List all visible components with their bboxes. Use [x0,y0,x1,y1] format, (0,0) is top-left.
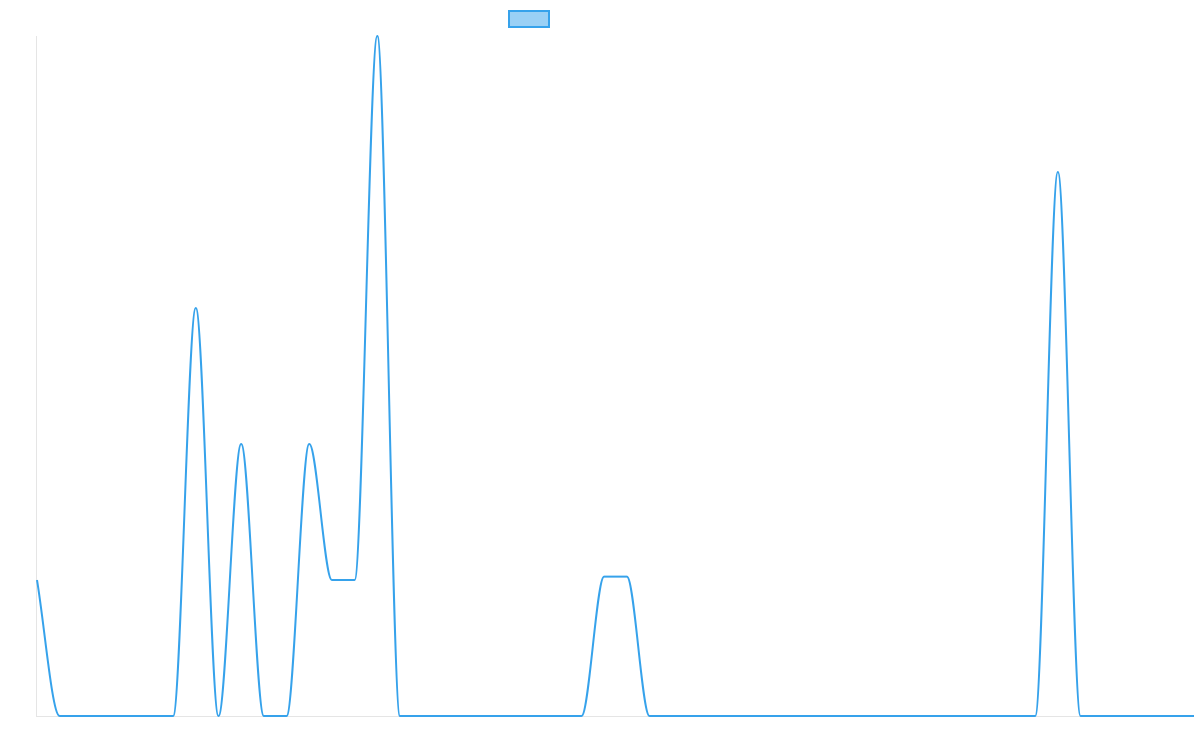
data-point-0-5[interactable] [147,713,153,719]
data-point-0-19[interactable] [465,713,471,719]
data-point-0-32[interactable] [760,713,766,719]
data-point-0-2[interactable] [79,713,85,719]
data-point-0-39[interactable] [919,713,925,719]
data-point-0-33[interactable] [783,713,789,719]
data-point-0-9[interactable] [238,441,244,447]
data-point-0-23[interactable] [556,713,562,719]
data-point-0-51[interactable] [1191,713,1197,719]
data-point-0-7[interactable] [193,305,199,311]
data-point-0-8[interactable] [215,713,221,719]
data-point-0-34[interactable] [805,713,811,719]
data-point-0-20[interactable] [488,713,494,719]
data-point-0-10[interactable] [261,713,267,719]
data-point-0-50[interactable] [1168,713,1174,719]
data-point-0-49[interactable] [1146,713,1152,719]
data-point-0-1[interactable] [57,713,63,719]
data-point-0-15[interactable] [374,33,380,39]
data-point-0-44[interactable] [1032,713,1038,719]
data-point-0-42[interactable] [987,713,993,719]
data-point-0-13[interactable] [329,577,335,583]
data-point-0-24[interactable] [578,713,584,719]
data-point-0-12[interactable] [306,441,312,447]
data-point-0-26[interactable] [624,574,630,580]
data-point-0-21[interactable] [510,713,516,719]
data-point-0-43[interactable] [1010,713,1016,719]
data-point-0-29[interactable] [692,713,698,719]
data-point-0-45[interactable] [1055,169,1061,175]
data-point-0-35[interactable] [828,713,834,719]
data-point-0-27[interactable] [647,713,653,719]
data-point-0-31[interactable] [737,713,743,719]
series-layer [34,33,1197,719]
data-point-0-38[interactable] [896,713,902,719]
data-point-0-41[interactable] [964,713,970,719]
data-point-0-14[interactable] [352,577,358,583]
data-point-0-36[interactable] [851,713,857,719]
series-line-0 [36,35,1194,717]
data-point-0-48[interactable] [1123,713,1129,719]
data-point-0-18[interactable] [442,713,448,719]
data-point-0-47[interactable] [1100,713,1106,719]
data-point-0-46[interactable] [1078,713,1084,719]
data-point-0-28[interactable] [669,713,675,719]
data-point-0-25[interactable] [601,574,607,580]
data-point-0-0[interactable] [34,577,40,583]
data-point-0-4[interactable] [125,713,131,719]
data-point-0-22[interactable] [533,713,539,719]
data-point-0-6[interactable] [170,713,176,719]
data-point-0-17[interactable] [420,713,426,719]
legend-swatch[interactable] [508,10,550,28]
data-point-0-37[interactable] [873,713,879,719]
data-point-0-11[interactable] [284,713,290,719]
data-point-0-3[interactable] [102,713,108,719]
data-point-0-30[interactable] [715,713,721,719]
data-point-0-16[interactable] [397,713,403,719]
data-point-0-40[interactable] [941,713,947,719]
